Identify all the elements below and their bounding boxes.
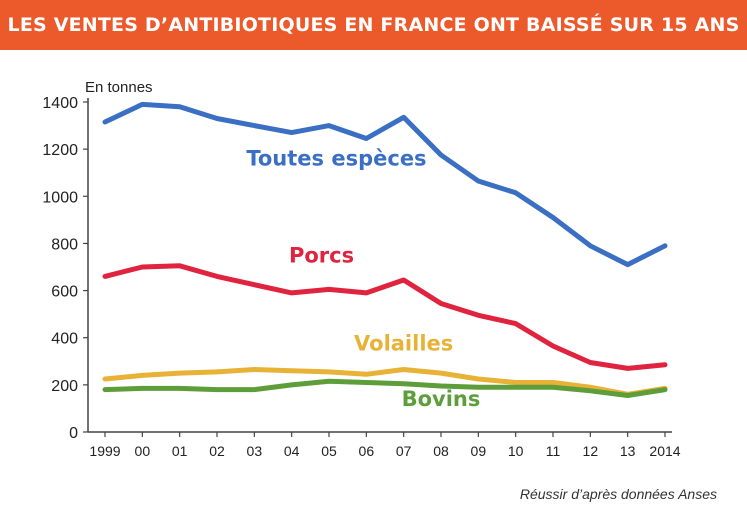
series-line-porcs xyxy=(102,263,668,371)
series-label: Volailles xyxy=(354,332,453,356)
series-label: Bovins xyxy=(402,387,481,411)
x-tick-label: 09 xyxy=(471,443,487,459)
x-tick-label: 02 xyxy=(209,443,225,459)
x-tick-label: 05 xyxy=(321,443,337,459)
series-label: Toutes espèces xyxy=(246,147,426,171)
y-tick-label: 800 xyxy=(51,236,78,253)
y-tick-label: 1000 xyxy=(42,189,78,206)
x-tick-label: 1999 xyxy=(89,443,120,459)
x-tick-label: 08 xyxy=(433,443,449,459)
y-tick-label: 1200 xyxy=(42,142,78,159)
x-tick-label: 04 xyxy=(284,443,300,459)
series-label: Porcs xyxy=(289,243,354,267)
x-tick-label: 06 xyxy=(359,443,375,459)
series-lines xyxy=(102,101,668,398)
y-tick-label: 400 xyxy=(51,331,78,348)
x-tick-label: 03 xyxy=(247,443,263,459)
y-axis-label: En tonnes xyxy=(85,79,153,96)
series-labels: Toutes espèces Porcs Volailles Bovins xyxy=(246,147,480,411)
series-line-toutes-especes xyxy=(102,101,668,268)
series-line-volailles xyxy=(102,367,668,397)
series-line-bovins xyxy=(102,378,668,398)
x-tick-label: 01 xyxy=(172,443,188,459)
x-tick-label: 07 xyxy=(396,443,412,459)
x-tick-label: 13 xyxy=(620,443,636,459)
x-tick-label: 12 xyxy=(583,443,599,459)
chart-title: LES VENTES D’ANTIBIOTIQUES EN FRANCE ONT… xyxy=(7,14,740,36)
y-tick-label: 200 xyxy=(51,378,78,395)
y-tick-label: 0 xyxy=(69,425,78,442)
y-tick-label: 1400 xyxy=(42,95,78,112)
x-tick-label: 11 xyxy=(546,443,561,459)
source-note: Réussir d’après données Anses xyxy=(519,486,717,502)
x-tick-label: 2014 xyxy=(649,443,680,459)
title-banner: LES VENTES D’ANTIBIOTIQUES EN FRANCE ONT… xyxy=(0,0,747,50)
x-tick-label: 00 xyxy=(135,443,151,459)
x-tick-label: 10 xyxy=(508,443,524,459)
y-tick-label: 600 xyxy=(51,284,78,301)
axes: 0 200 400 600 800 1000 1200 1400 1999 00 01 02 03 04 0… xyxy=(42,95,680,459)
